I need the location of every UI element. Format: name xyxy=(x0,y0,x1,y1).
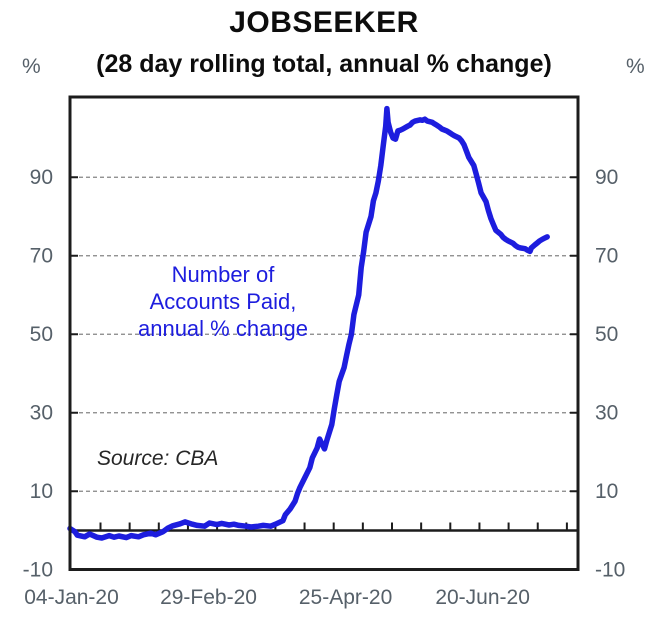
x-axis-label: 25-Apr-20 xyxy=(299,586,392,609)
y-axis-label-left: 10 xyxy=(30,480,53,503)
series-annotation: Number of Accounts Paid, annual % change xyxy=(103,261,343,342)
y-axis-unit-right: % xyxy=(626,55,645,78)
y-axis-label-right: 90 xyxy=(595,166,618,189)
y-axis-label-left: -10 xyxy=(23,558,53,581)
x-axis-label: 20-Jun-20 xyxy=(435,586,530,609)
y-axis-label-right: 50 xyxy=(595,323,618,346)
series-annotation-line2: Accounts Paid, xyxy=(149,289,297,314)
y-axis-unit-left: % xyxy=(22,55,41,78)
y-axis-label-left: 50 xyxy=(30,323,53,346)
y-axis-label-left: 90 xyxy=(30,166,53,189)
chart-title: JOBSEEKER xyxy=(229,6,419,39)
y-axis-label-right: -10 xyxy=(595,558,625,581)
x-axis-label: 29-Feb-20 xyxy=(160,586,257,609)
chart-subtitle: (28 day rolling total, annual % change) xyxy=(96,50,552,78)
x-axis-label: 04-Jan-20 xyxy=(24,586,119,609)
plot-frame xyxy=(68,95,580,571)
y-axis-label-right: 10 xyxy=(595,480,618,503)
source-note: Source: CBA xyxy=(97,447,219,470)
series-annotation-line3: annual % change xyxy=(137,316,309,341)
data-line-accounts-paid xyxy=(67,105,550,541)
y-axis-label-right: 70 xyxy=(595,244,618,267)
series-annotation-line1: Number of xyxy=(171,262,275,287)
y-axis-label-left: 70 xyxy=(30,244,53,267)
y-axis-label-right: 30 xyxy=(595,401,618,424)
y-axis-label-left: 30 xyxy=(30,401,53,424)
